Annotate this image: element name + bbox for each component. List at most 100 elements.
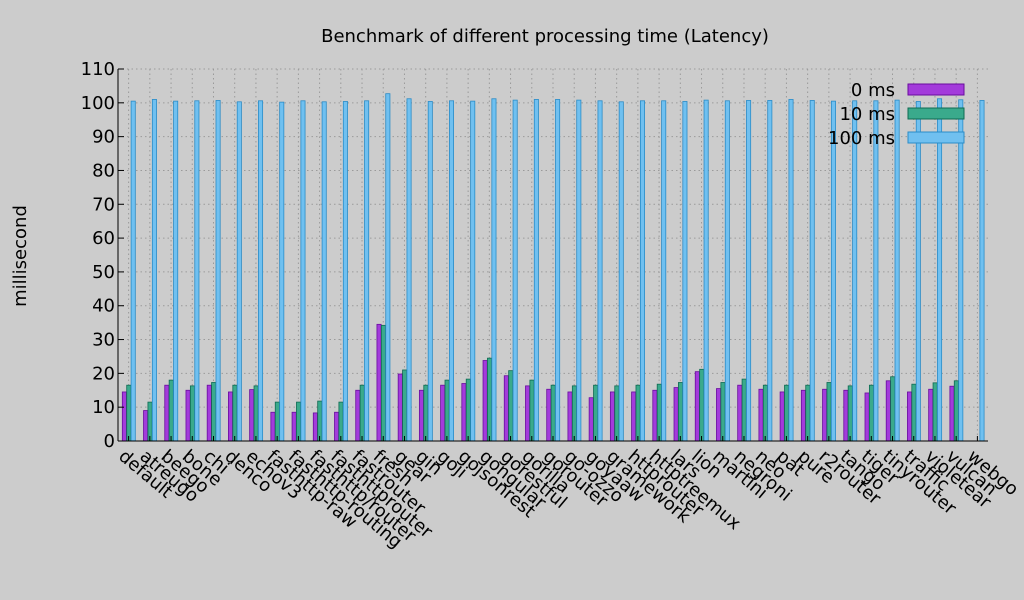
bar-10ms-tinyrouter bbox=[890, 376, 896, 442]
bar-10ms-gear bbox=[402, 369, 408, 442]
bar-0ms-tinyrouter bbox=[885, 380, 891, 442]
bar-100ms-bone bbox=[194, 100, 200, 442]
bar-100ms-fasthttprouter bbox=[342, 101, 348, 442]
bar-100ms-chi bbox=[215, 100, 221, 442]
y-tick-label: 90 bbox=[92, 127, 115, 148]
bars bbox=[121, 93, 985, 442]
bar-10ms-bone bbox=[189, 385, 195, 442]
bar-10ms-echov3 bbox=[253, 385, 259, 442]
bar-10ms-goyaaw bbox=[593, 384, 599, 442]
bar-10ms-beego bbox=[168, 379, 174, 442]
bar-10ms-traffic bbox=[911, 383, 917, 442]
bar-0ms-fresh bbox=[376, 323, 382, 442]
y-tick-label: 50 bbox=[92, 262, 115, 283]
bar-0ms-beego bbox=[164, 384, 170, 442]
bar-0ms-violetear bbox=[928, 388, 934, 442]
bar-0ms-traffic bbox=[907, 391, 913, 442]
bar-100ms-traffic bbox=[915, 101, 921, 442]
bar-100ms-tango bbox=[852, 100, 858, 442]
bar-0ms-vulcan bbox=[949, 385, 955, 442]
y-tick-label: 110 bbox=[81, 59, 115, 80]
bar-0ms-fasthttp-routing bbox=[291, 411, 297, 442]
bar-0ms-tango bbox=[843, 389, 849, 442]
bar-10ms-gin bbox=[423, 384, 429, 442]
y-tick-label: 40 bbox=[92, 296, 115, 317]
bar-10ms-default bbox=[126, 384, 132, 442]
bar-10ms-fasthttp-raw bbox=[274, 401, 280, 442]
bar-100ms-negroni bbox=[746, 100, 752, 442]
bar-100ms-fasthttp-routing bbox=[300, 100, 306, 442]
bar-0ms-atreugo bbox=[143, 410, 149, 442]
bar-0ms-goyaaw bbox=[588, 397, 594, 442]
bar-10ms-r2router bbox=[826, 382, 832, 442]
bar-0ms-gorestful bbox=[503, 375, 509, 442]
bar-100ms-gongular bbox=[491, 98, 497, 442]
bar-0ms-neo bbox=[758, 388, 764, 442]
bar-100ms-go-ozzo bbox=[576, 99, 582, 442]
bar-10ms-pure bbox=[805, 384, 811, 442]
bar-10ms-fresh bbox=[380, 324, 386, 442]
bar-100ms-default bbox=[130, 100, 136, 442]
bar-10ms-pat bbox=[784, 384, 790, 442]
y-tick-label: 30 bbox=[92, 330, 115, 351]
bar-100ms-gear bbox=[406, 98, 412, 442]
bar-10ms-gorestful bbox=[508, 370, 514, 442]
bar-10ms-lion bbox=[699, 368, 705, 442]
bar-100ms-neo bbox=[767, 100, 773, 442]
bar-0ms-chi bbox=[206, 384, 212, 442]
bar-10ms-fasthttp-routing bbox=[296, 401, 302, 442]
bar-100ms-gorilla bbox=[533, 99, 539, 442]
bar-0ms-r2router bbox=[822, 388, 828, 442]
bar-100ms-vulcan bbox=[958, 99, 964, 442]
bar-0ms-default bbox=[121, 391, 127, 442]
bar-0ms-pure bbox=[800, 389, 806, 442]
bar-100ms-fasthttp-router bbox=[321, 101, 327, 442]
bar-0ms-lion bbox=[694, 371, 700, 442]
bar-100ms-goyaaw bbox=[597, 100, 603, 442]
bar-10ms-gongular bbox=[487, 357, 493, 442]
bar-100ms-gin bbox=[427, 101, 433, 442]
bar-0ms-fasthttp-router bbox=[312, 412, 318, 442]
bar-0ms-bone bbox=[185, 389, 191, 442]
bar-10ms-martini bbox=[720, 382, 726, 442]
legend-swatch bbox=[907, 131, 965, 144]
bar-0ms-pat bbox=[779, 391, 785, 442]
bar-100ms-fastrouter bbox=[364, 100, 370, 442]
bar-10ms-fasthttp-router bbox=[317, 400, 323, 442]
bar-0ms-goji bbox=[440, 384, 446, 442]
bar-0ms-fasthttp-raw bbox=[270, 411, 276, 442]
bar-10ms-atreugo bbox=[147, 401, 153, 442]
bar-100ms-martini bbox=[724, 100, 730, 442]
bar-100ms-pure bbox=[809, 100, 815, 442]
legend-label: 0 ms bbox=[851, 80, 895, 101]
legend-label: 100 ms bbox=[828, 128, 895, 149]
bar-100ms-atreugo bbox=[151, 99, 157, 442]
legend-label: 10 ms bbox=[839, 104, 895, 125]
bar-0ms-httptreemux bbox=[652, 389, 658, 442]
bar-10ms-httptreemux bbox=[656, 383, 662, 442]
bar-100ms-webgo bbox=[979, 100, 985, 442]
bar-0ms-httprouter bbox=[631, 391, 637, 442]
bar-100ms-pat bbox=[788, 99, 794, 442]
legend-swatch bbox=[907, 107, 965, 120]
bar-10ms-negroni bbox=[741, 378, 747, 442]
bar-0ms-tiger bbox=[864, 392, 870, 442]
bar-0ms-lars bbox=[673, 387, 679, 442]
bar-10ms-fastrouter bbox=[359, 384, 365, 442]
bar-10ms-gramework bbox=[614, 385, 620, 442]
bar-0ms-martini bbox=[716, 388, 722, 442]
y-tick-label: 100 bbox=[81, 93, 115, 114]
bar-100ms-goji bbox=[448, 100, 454, 442]
legend-swatch bbox=[907, 83, 965, 96]
bar-0ms-gramework bbox=[609, 391, 615, 442]
bar-100ms-lion bbox=[703, 99, 709, 442]
bar-10ms-gorilla bbox=[529, 379, 535, 442]
bar-10ms-gorouter bbox=[550, 384, 556, 442]
bar-100ms-fasthttp-raw bbox=[279, 101, 285, 442]
bar-10ms-denco bbox=[232, 384, 238, 442]
y-tick-label: 60 bbox=[92, 228, 115, 249]
bar-0ms-fastrouter bbox=[355, 389, 361, 442]
bar-0ms-denco bbox=[228, 391, 234, 442]
bar-100ms-lars bbox=[682, 101, 688, 442]
bar-100ms-denco bbox=[236, 101, 242, 442]
